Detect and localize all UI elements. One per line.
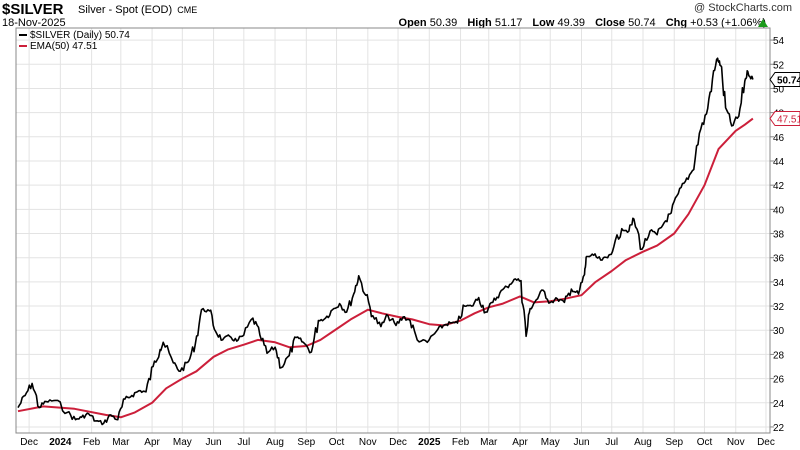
exchange-label: CME	[177, 5, 198, 15]
legend-entry: $SILVER (Daily) 50.74	[30, 30, 130, 41]
x-tick-label: Aug	[266, 437, 284, 448]
symbol-description: Silver - Spot (EOD) CME	[78, 4, 197, 16]
x-tick-label: Mar	[112, 437, 130, 448]
x-tick-label: Dec	[20, 437, 38, 448]
x-tick-label: 2025	[418, 437, 441, 448]
x-tick-label: Feb	[452, 437, 470, 448]
price-tag-label: 50.74	[777, 76, 800, 87]
low-value: 49.39	[557, 17, 586, 29]
price-tag-box	[769, 72, 800, 88]
low-label: Low	[532, 17, 555, 29]
legend-entry: EMA(50) 47.51	[30, 41, 98, 52]
price-tag-box	[769, 111, 800, 127]
x-tick-label: Feb	[83, 437, 101, 448]
plot-frame	[15, 27, 771, 434]
y-tick-label: 34	[773, 278, 785, 289]
x-tick-label: Jun	[573, 437, 589, 448]
chart-grid	[16, 28, 770, 433]
y-tick-label: 52	[773, 60, 785, 71]
description-text: Silver - Spot (EOD)	[78, 4, 173, 16]
y-tick-label: 40	[773, 205, 785, 216]
y-tick-label: 24	[773, 399, 785, 410]
y-tick-label: 50	[773, 84, 785, 95]
x-tick-label: Dec	[757, 437, 775, 448]
y-axis: 2224262830323436384042444648505254	[770, 36, 785, 434]
price-tag-label: 47.51	[777, 115, 800, 126]
series-layer	[17, 57, 754, 426]
x-tick-label: Oct	[697, 437, 713, 448]
ema-line	[17, 117, 754, 419]
y-tick-label: 54	[773, 36, 785, 47]
chart-date: 18-Nov-2025	[2, 17, 66, 29]
y-tick-label: 44	[773, 157, 785, 168]
high-label: High	[467, 17, 492, 29]
x-axis: Dec 2024 Feb Mar Apr May Jun Jul Aug Sep Oct Nov Dec…	[20, 437, 775, 448]
price-tags: 50.74 47.51	[769, 72, 800, 127]
x-tick-label: 2024	[49, 437, 72, 448]
copyright-label: @ StockCharts.com	[694, 2, 792, 14]
y-tick-label: 26	[773, 375, 785, 386]
x-tick-label: Apr	[144, 437, 160, 448]
x-tick-label: Jul	[237, 437, 250, 448]
x-tick-label: Jul	[605, 437, 618, 448]
change-value: +0.53 (+1.06%)	[690, 17, 766, 29]
y-tick-label: 28	[773, 350, 785, 361]
x-tick-label: Oct	[329, 437, 345, 448]
y-tick-label: 36	[773, 254, 785, 265]
x-tick-label: Sep	[297, 437, 315, 448]
ohlc-readout: Open 50.39 High 51.17 Low 49.39 Close 50…	[399, 17, 766, 29]
x-tick-label: Aug	[634, 437, 652, 448]
x-tick-label: Nov	[727, 437, 745, 448]
change-label: Chg	[665, 17, 688, 29]
x-tick-label: Jun	[206, 437, 222, 448]
open-value: 50.39	[429, 17, 458, 29]
y-tick-label: 30	[773, 326, 785, 337]
x-tick-label: Apr	[512, 437, 528, 448]
close-label: Close	[595, 17, 626, 29]
y-tick-label: 22	[773, 423, 785, 434]
x-tick-label: May	[541, 437, 560, 448]
up-arrow-icon	[758, 19, 768, 27]
symbol-title: $SILVER	[2, 1, 64, 18]
y-tick-label: 46	[773, 133, 785, 144]
close-value: 50.74	[628, 17, 656, 29]
y-tick-label: 38	[773, 230, 785, 241]
y-tick-label: 42	[773, 181, 785, 192]
x-tick-label: Sep	[665, 437, 683, 448]
x-tick-label: Mar	[480, 437, 498, 448]
x-tick-label: Dec	[389, 437, 407, 448]
high-value: 51.17	[494, 17, 523, 29]
price-line	[17, 57, 754, 426]
x-tick-label: May	[173, 437, 192, 448]
open-label: Open	[398, 17, 427, 29]
x-tick-label: Nov	[359, 437, 377, 448]
y-tick-label: 32	[773, 302, 785, 313]
